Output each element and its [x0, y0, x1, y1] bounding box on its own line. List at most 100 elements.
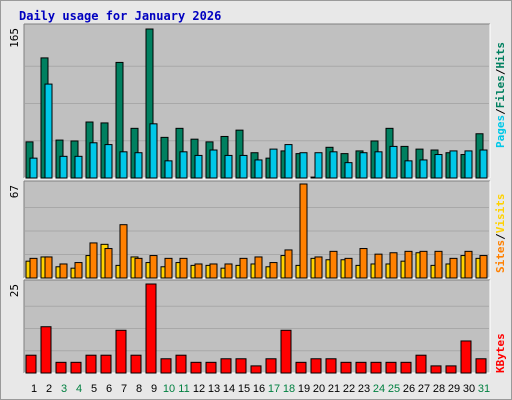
day-label-20: 20 — [313, 383, 325, 395]
bar-sites-16 — [254, 256, 263, 279]
bar-sites-1 — [29, 257, 38, 279]
bar-hits-29 — [449, 150, 458, 179]
bar-hits-31 — [479, 149, 488, 179]
bar-kbytes-19 — [295, 361, 307, 374]
bar-kbytes-23 — [355, 361, 367, 374]
bar-sites-8 — [134, 257, 143, 279]
bar-hits-14 — [224, 154, 233, 179]
bar-hits-19 — [299, 152, 308, 179]
bar-sites-11 — [179, 257, 188, 279]
bar-hits-1 — [29, 157, 38, 179]
day-label-8: 8 — [136, 383, 142, 395]
page-title: Daily usage for January 2026 — [19, 9, 222, 23]
bar-kbytes-6 — [100, 354, 112, 374]
bar-hits-18 — [284, 144, 293, 179]
day-label-25: 25 — [388, 383, 400, 395]
bar-sites-29 — [449, 257, 458, 279]
bar-sites-6 — [104, 248, 113, 279]
bar-sites-27 — [419, 250, 428, 279]
bar-kbytes-20 — [310, 358, 322, 374]
bar-kbytes-21 — [325, 358, 337, 374]
day-label-18: 18 — [283, 383, 295, 395]
bar-sites-2 — [44, 256, 53, 279]
bar-hits-5 — [89, 142, 98, 179]
day-label-16: 16 — [253, 383, 265, 395]
bar-kbytes-13 — [205, 361, 217, 374]
bar-kbytes-9 — [145, 283, 157, 374]
day-label-21: 21 — [328, 383, 340, 395]
bar-sites-4 — [74, 262, 83, 279]
bar-sites-30 — [464, 250, 473, 279]
day-label-10: 10 — [163, 383, 175, 395]
bar-hits-13 — [209, 149, 218, 179]
bar-sites-23 — [359, 248, 368, 279]
bar-hits-9 — [149, 123, 158, 179]
bar-hits-30 — [464, 150, 473, 179]
bar-hits-28 — [434, 154, 443, 179]
bar-sites-18 — [284, 249, 293, 279]
y-max-label: 67 — [8, 185, 21, 198]
bar-kbytes-27 — [415, 354, 427, 374]
y-max-label: 25 — [8, 284, 21, 297]
day-label-22: 22 — [343, 383, 355, 395]
bar-hits-17 — [269, 148, 278, 179]
day-label-1: 1 — [31, 383, 37, 395]
bar-kbytes-30 — [460, 340, 472, 374]
bar-sites-14 — [224, 263, 233, 279]
bar-kbytes-3 — [55, 361, 67, 374]
day-label-19: 19 — [298, 383, 310, 395]
day-label-26: 26 — [403, 383, 415, 395]
bar-hits-8 — [134, 152, 143, 179]
bar-sites-24 — [374, 253, 383, 279]
bar-kbytes-17 — [265, 358, 277, 374]
day-label-23: 23 — [358, 383, 370, 395]
bar-hits-16 — [254, 159, 263, 179]
bar-kbytes-18 — [280, 329, 292, 374]
bar-sites-13 — [209, 263, 218, 279]
bar-hits-25 — [389, 145, 398, 179]
bar-kbytes-12 — [190, 361, 202, 374]
bar-kbytes-15 — [235, 358, 247, 374]
legend-kbytes: KBytes — [494, 333, 507, 373]
bar-sites-12 — [194, 263, 203, 279]
bar-kbytes-25 — [385, 361, 397, 374]
bar-hits-12 — [194, 154, 203, 179]
bar-kbytes-5 — [85, 354, 97, 374]
bar-sites-19 — [299, 183, 308, 279]
day-label-6: 6 — [106, 383, 112, 395]
bar-sites-3 — [59, 263, 68, 279]
day-label-5: 5 — [91, 383, 97, 395]
bar-sites-5 — [89, 242, 98, 279]
day-label-12: 12 — [193, 383, 205, 395]
day-label-24: 24 — [373, 383, 385, 395]
bar-hits-4 — [74, 155, 83, 179]
bar-hits-23 — [359, 152, 368, 179]
bar-hits-15 — [239, 154, 248, 179]
bar-kbytes-31 — [475, 358, 487, 374]
bar-hits-22 — [344, 162, 353, 179]
day-label-4: 4 — [76, 383, 82, 395]
day-label-17: 17 — [268, 383, 280, 395]
bar-hits-21 — [329, 151, 338, 179]
bar-kbytes-2 — [40, 326, 52, 374]
bar-kbytes-14 — [220, 358, 232, 374]
day-label-30: 30 — [463, 383, 475, 395]
day-label-15: 15 — [238, 383, 250, 395]
bar-hits-26 — [404, 160, 413, 179]
bar-kbytes-29 — [445, 365, 457, 374]
legend-pages-files-hits: Pages/Files/Hits — [494, 42, 507, 148]
day-label-13: 13 — [208, 383, 220, 395]
bar-kbytes-10 — [160, 358, 172, 374]
day-label-28: 28 — [433, 383, 445, 395]
bar-sites-31 — [479, 255, 488, 279]
bar-kbytes-4 — [70, 361, 82, 374]
bar-kbytes-7 — [115, 329, 127, 374]
bar-kbytes-28 — [430, 365, 442, 374]
bar-hits-11 — [179, 151, 188, 179]
bar-hits-10 — [164, 160, 173, 179]
day-label-29: 29 — [448, 383, 460, 395]
bar-kbytes-16 — [250, 365, 262, 374]
bar-sites-7 — [119, 224, 128, 279]
bar-sites-20 — [314, 256, 323, 279]
